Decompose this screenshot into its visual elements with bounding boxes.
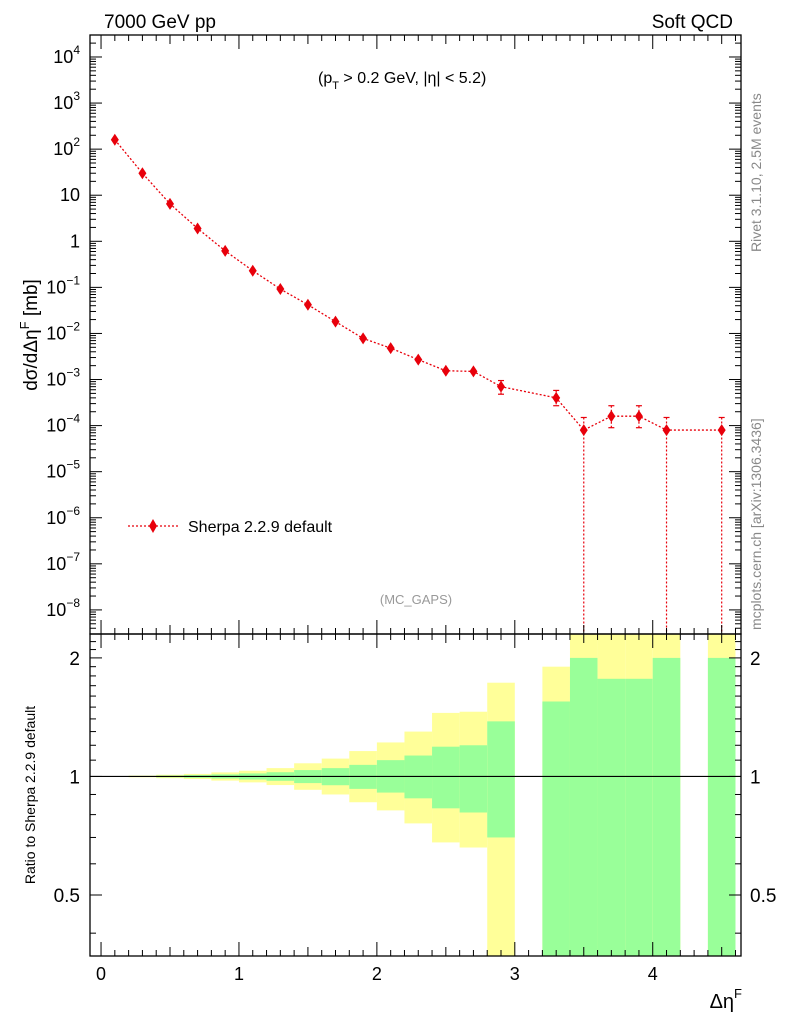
main-ylabel: dσ/dΔηF [mb] bbox=[17, 279, 42, 391]
data-point bbox=[441, 364, 450, 377]
ratio-y-tick-label-right: 2 bbox=[750, 649, 761, 670]
data-point bbox=[359, 332, 368, 345]
ratio-band-inner bbox=[542, 701, 570, 956]
ratio-y-tick-label-right: 0.5 bbox=[750, 886, 776, 907]
x-axis-label: ΔηF bbox=[710, 986, 742, 1013]
ratio-band-inner bbox=[459, 745, 488, 813]
data-point bbox=[221, 244, 230, 257]
ratio-y-tick-label-left: 0.5 bbox=[54, 886, 80, 907]
y-tick-label: 10−5 bbox=[46, 458, 80, 482]
header-left: 7000 GeV pp bbox=[104, 12, 216, 33]
data-point bbox=[110, 133, 119, 146]
data-point bbox=[607, 410, 616, 423]
main-series bbox=[110, 133, 726, 634]
data-point bbox=[717, 424, 726, 437]
y-tick-label: 10−1 bbox=[46, 273, 80, 297]
x-axis-label-sup: F bbox=[734, 986, 742, 1001]
cuts-main: (p bbox=[318, 70, 332, 87]
data-point bbox=[497, 380, 506, 393]
analysis-label: (MC_GAPS) bbox=[380, 592, 452, 607]
side-rivet-label: Rivet 3.1.10, 2.5M events bbox=[748, 93, 764, 252]
data-point bbox=[138, 167, 147, 180]
main-ylabel-main: dσ/dΔη bbox=[21, 329, 42, 390]
ratio-band-inner bbox=[569, 657, 598, 956]
x-tick-label: 4 bbox=[648, 964, 658, 984]
data-point bbox=[276, 283, 285, 296]
y-tick-label: 103 bbox=[53, 89, 80, 113]
main-ylabel-unit: [mb] bbox=[21, 279, 42, 321]
y-tick-label: 10−2 bbox=[46, 319, 80, 343]
legend: Sherpa 2.2.9 default bbox=[128, 519, 333, 536]
y-tick-label: 10−6 bbox=[46, 504, 80, 528]
ratio-band-inner bbox=[597, 678, 626, 956]
series-line bbox=[114, 139, 722, 431]
main-ylabel-sup: F bbox=[17, 321, 32, 329]
ratio-y-tick-label-left: 1 bbox=[69, 767, 80, 788]
x-tick-label: 1 bbox=[234, 964, 244, 984]
ratio-band-inner bbox=[432, 746, 460, 809]
data-point bbox=[331, 315, 340, 328]
axes: 10410310210110−110−210−310−410−510−610−7… bbox=[46, 34, 776, 984]
data-point bbox=[248, 264, 257, 277]
y-tick-label: 10−8 bbox=[46, 596, 80, 620]
y-tick-label: 104 bbox=[53, 43, 80, 67]
legend-marker bbox=[149, 519, 157, 533]
main-frame bbox=[89, 34, 742, 635]
data-point bbox=[662, 424, 671, 437]
legend-label: Sherpa 2.2.9 default bbox=[188, 519, 333, 536]
ratio-band-inner bbox=[487, 721, 515, 838]
data-point bbox=[552, 391, 561, 404]
y-tick-label: 10−3 bbox=[46, 366, 80, 390]
ratio-band-inner bbox=[707, 657, 736, 956]
y-tick-label: 10 bbox=[60, 185, 80, 205]
data-point bbox=[386, 342, 395, 355]
side-mcplots-label: mcplots.cern.ch [arXiv:1306.3436] bbox=[748, 418, 764, 630]
cuts-annotation: (pT > 0.2 GeV, |η| < 5.2) bbox=[318, 70, 486, 92]
x-tick-label: 2 bbox=[372, 964, 382, 984]
y-tick-label: 10−4 bbox=[46, 412, 80, 436]
cuts-sub: T bbox=[332, 80, 339, 92]
y-tick-label: 10−7 bbox=[46, 550, 80, 574]
ratio-y-tick-label-left: 2 bbox=[69, 649, 80, 670]
ratio-y-tick-label-right: 1 bbox=[750, 767, 761, 788]
y-tick-label: 102 bbox=[53, 135, 80, 159]
data-point bbox=[579, 424, 588, 437]
ratio-bands bbox=[90, 634, 741, 956]
header-right: Soft QCD bbox=[652, 12, 733, 33]
data-point bbox=[414, 353, 423, 366]
ratio-band-inner bbox=[625, 678, 653, 956]
cuts-rest: > 0.2 GeV, |η| < 5.2) bbox=[339, 70, 486, 87]
data-point bbox=[469, 365, 478, 378]
x-tick-label: 0 bbox=[96, 964, 106, 984]
ratio-frame bbox=[89, 633, 742, 957]
ratio-ylabel: Ratio to Sherpa 2.2.9 default bbox=[22, 706, 38, 884]
data-point bbox=[165, 197, 174, 210]
data-point bbox=[634, 410, 643, 423]
data-point bbox=[303, 298, 312, 311]
x-axis-label-main: Δη bbox=[710, 991, 734, 1013]
y-tick-label: 1 bbox=[70, 231, 80, 251]
x-tick-label: 3 bbox=[510, 964, 520, 984]
data-point bbox=[193, 222, 202, 235]
ratio-band-inner bbox=[652, 657, 681, 956]
